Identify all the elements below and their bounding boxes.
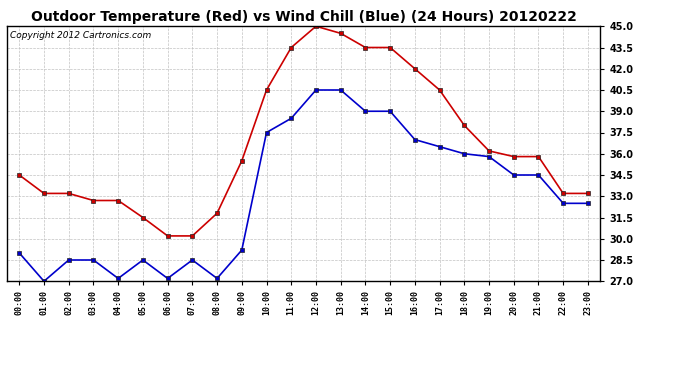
Title: Outdoor Temperature (Red) vs Wind Chill (Blue) (24 Hours) 20120222: Outdoor Temperature (Red) vs Wind Chill … xyxy=(30,10,577,24)
Text: Copyright 2012 Cartronics.com: Copyright 2012 Cartronics.com xyxy=(10,32,151,40)
